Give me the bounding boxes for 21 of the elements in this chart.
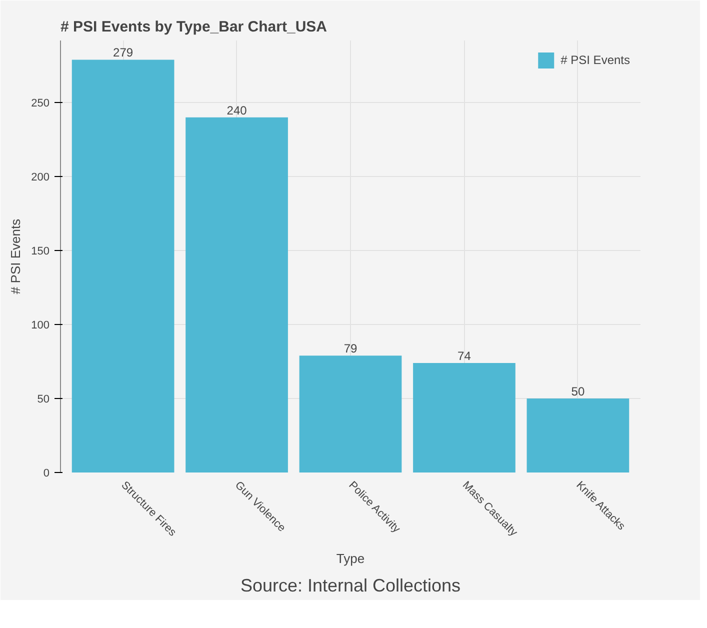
y-tick-label: 0 [43,468,50,480]
y-tick-label: 200 [31,172,50,184]
data-label: 279 [113,46,134,60]
x-axis-title: Type [336,550,365,566]
bar [72,60,174,472]
y-tick-label: 250 [31,98,50,110]
data-label: 79 [344,342,358,356]
legend-label: # PSI Events [560,53,630,67]
bar [299,356,402,472]
bar [186,117,288,472]
source-note: Source: Internal Collections [240,576,461,596]
data-label: 240 [226,103,248,118]
y-tick-label: 100 [31,320,50,332]
bar [526,398,630,472]
data-label: 50 [571,384,585,399]
chart-title: # PSI Events by Type_Bar Chart_USA [60,18,328,36]
y-tick-label: 150 [31,246,50,258]
bar [413,363,516,472]
data-label: 74 [458,349,472,364]
y-tick-label: 50 [37,394,50,406]
y-axis-title: # PSI Events [8,218,24,294]
